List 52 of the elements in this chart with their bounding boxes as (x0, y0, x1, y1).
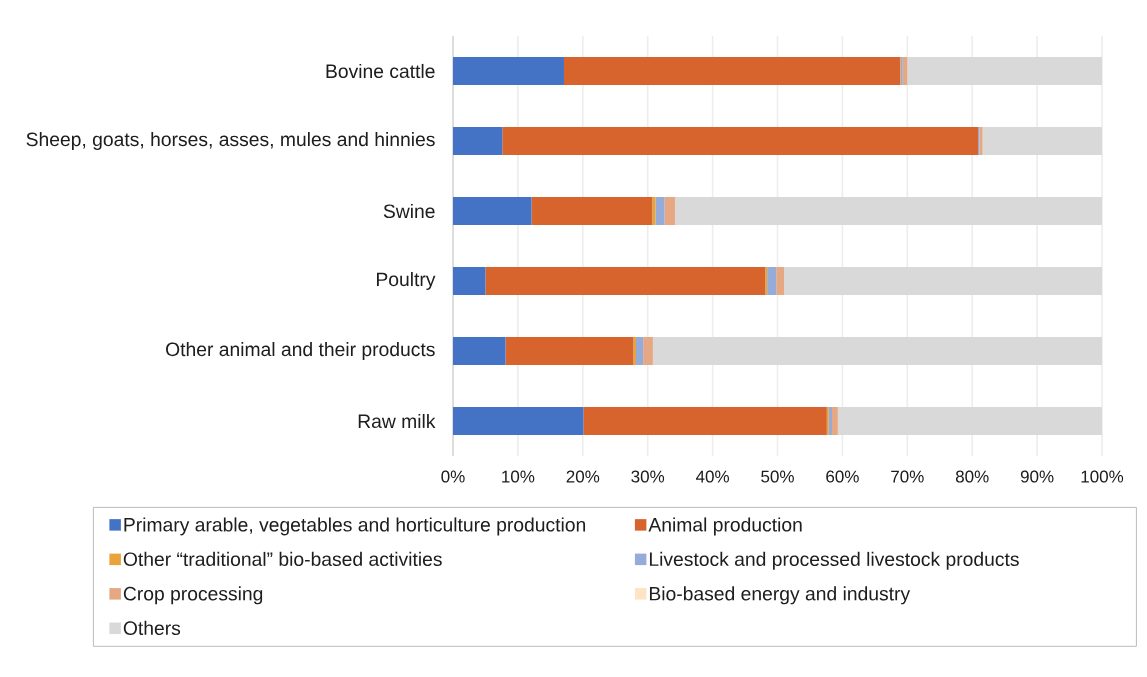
bar (636, 337, 644, 365)
x-tick-label: 60% (826, 470, 859, 483)
x-tick-label: 0% (441, 470, 465, 483)
y-tick-label: Poultry (376, 272, 436, 290)
bar (563, 57, 901, 85)
x-tick-label: 50% (761, 470, 794, 483)
legend-label: Livestock and processed livestock products (649, 551, 1019, 570)
legend-label: Bio-based energy and industry (649, 586, 911, 605)
bar (837, 407, 1103, 435)
bar (652, 337, 1103, 365)
bar (767, 267, 777, 295)
legend-label: Others (123, 620, 181, 635)
y-tick-label: Sheep, goats, horses, asses, mules and hinnies (26, 132, 435, 150)
bar (453, 127, 503, 155)
bar (982, 127, 1103, 155)
bar (655, 197, 665, 225)
bar (674, 197, 1103, 225)
bar (531, 197, 653, 225)
bar (832, 407, 838, 435)
y-tick-label: Swine (383, 203, 435, 219)
bar (453, 267, 486, 295)
legend-label: Crop processing (123, 586, 263, 605)
x-tick-label: 30% (631, 470, 665, 483)
bar (453, 407, 584, 435)
y-tick-label: Raw milk (358, 413, 436, 429)
bar (664, 197, 675, 225)
x-tick-label: 80% (955, 470, 989, 483)
bar (652, 197, 656, 225)
bar (505, 337, 634, 365)
x-tick-label: 20% (566, 470, 600, 483)
bar (485, 267, 766, 295)
bar (453, 337, 506, 365)
legend-label: Primary arable, vegetables and horticulture production (124, 517, 586, 536)
x-tick-label: 40% (695, 470, 730, 483)
bar (907, 57, 1103, 85)
x-tick-label: 10% (502, 470, 535, 483)
x-tick-label: 100% (1081, 470, 1124, 483)
x-tick-label: 70% (891, 470, 924, 483)
legend-label: Animal production (648, 517, 802, 536)
bar (783, 267, 1103, 295)
y-tick-label: Bovine cattle (326, 63, 435, 79)
y-tick-label: Other animal and their products (166, 342, 435, 360)
bar (828, 407, 833, 435)
legend-label: Other “traditional” bio-based activities (123, 551, 442, 567)
bar (633, 337, 637, 365)
bar (776, 267, 784, 295)
bar (453, 57, 564, 85)
bar (643, 337, 653, 365)
bar (453, 197, 532, 225)
x-tick-label: 90% (1020, 470, 1054, 483)
bar (583, 407, 827, 435)
bar (502, 127, 979, 155)
